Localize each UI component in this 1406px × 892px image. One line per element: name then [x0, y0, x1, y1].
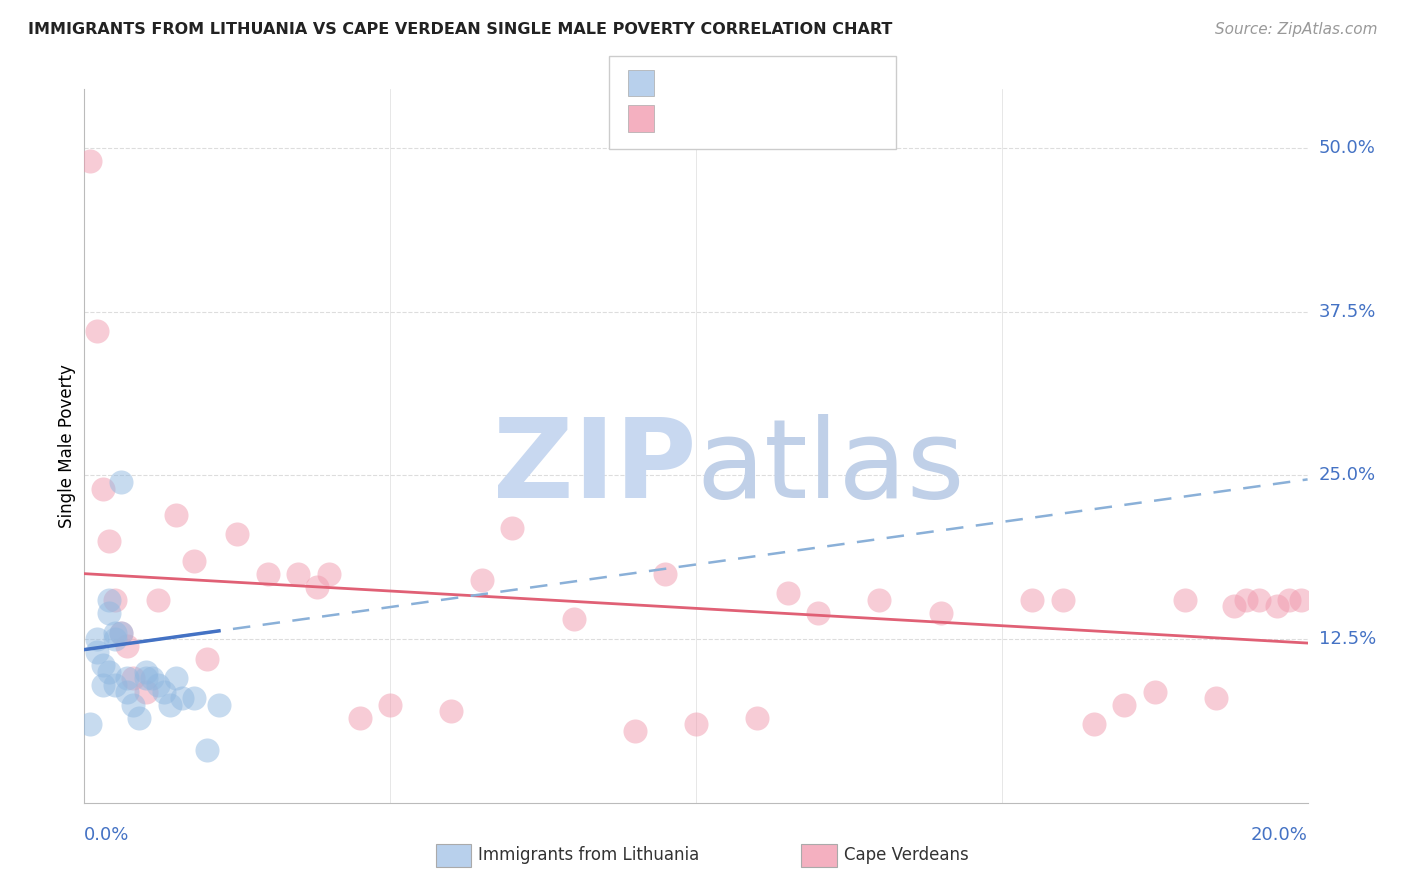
Point	[79, 717, 101, 731]
Point	[97, 592, 120, 607]
Point	[146, 678, 169, 692]
Point	[380, 698, 402, 712]
Point	[349, 711, 371, 725]
Point	[1278, 592, 1301, 607]
Point	[257, 566, 280, 581]
Text: ZIP: ZIP	[492, 414, 696, 521]
Point	[122, 672, 145, 686]
Point	[104, 625, 127, 640]
Text: R = 0.067    N = 18: R = 0.067 N = 18	[665, 74, 841, 92]
Point	[440, 704, 463, 718]
Point	[110, 475, 132, 489]
Text: Source: ZipAtlas.com: Source: ZipAtlas.com	[1215, 22, 1378, 37]
Point	[79, 154, 101, 169]
Point	[1265, 599, 1288, 614]
Point	[128, 711, 150, 725]
Point	[97, 606, 120, 620]
Y-axis label: Single Male Poverty: Single Male Poverty	[58, 364, 76, 528]
Point	[1291, 592, 1313, 607]
Point	[135, 684, 157, 698]
Point	[287, 566, 309, 581]
Point	[1114, 698, 1136, 712]
Point	[115, 684, 138, 698]
Point	[183, 553, 205, 567]
Text: 37.5%: 37.5%	[1319, 302, 1376, 321]
Text: 50.0%: 50.0%	[1319, 139, 1375, 157]
Point	[135, 665, 157, 679]
Point	[183, 691, 205, 706]
Point	[776, 586, 799, 600]
Point	[208, 698, 231, 712]
Point	[146, 592, 169, 607]
Text: Immigrants from Lithuania: Immigrants from Lithuania	[478, 847, 699, 864]
Point	[86, 632, 108, 647]
Point	[1174, 592, 1197, 607]
Point	[654, 566, 676, 581]
Point	[471, 573, 494, 587]
Point	[1247, 592, 1270, 607]
Text: 25.0%: 25.0%	[1319, 467, 1376, 484]
Point	[86, 645, 108, 659]
Point	[115, 639, 138, 653]
Text: 20.0%: 20.0%	[1251, 826, 1308, 845]
Point	[562, 612, 585, 626]
Point	[929, 606, 952, 620]
Point	[195, 743, 218, 757]
Point	[1083, 717, 1105, 731]
Point	[135, 672, 157, 686]
Point	[172, 691, 194, 706]
Point	[110, 625, 132, 640]
Point	[807, 606, 830, 620]
Point	[318, 566, 340, 581]
Point	[165, 672, 187, 686]
Point	[141, 672, 163, 686]
Point	[110, 625, 132, 640]
Point	[305, 580, 328, 594]
Point	[86, 325, 108, 339]
Point	[869, 592, 891, 607]
Point	[226, 527, 249, 541]
Point	[91, 482, 114, 496]
Point	[97, 665, 120, 679]
Point	[91, 678, 114, 692]
Text: atlas: atlas	[696, 414, 965, 521]
Point	[115, 672, 138, 686]
Point	[1205, 691, 1227, 706]
Point	[104, 592, 127, 607]
Text: 12.5%: 12.5%	[1319, 630, 1376, 648]
Point	[1052, 592, 1074, 607]
Text: 0.0%: 0.0%	[84, 826, 129, 845]
Point	[153, 684, 176, 698]
Point	[624, 723, 647, 738]
Point	[1234, 592, 1257, 607]
Point	[502, 521, 524, 535]
Point	[195, 652, 218, 666]
Point	[104, 632, 127, 647]
Point	[159, 698, 181, 712]
Point	[97, 533, 120, 548]
Text: R = -0.110    N = 45: R = -0.110 N = 45	[665, 110, 848, 128]
Point	[122, 698, 145, 712]
Point	[104, 678, 127, 692]
Point	[747, 711, 769, 725]
Text: IMMIGRANTS FROM LITHUANIA VS CAPE VERDEAN SINGLE MALE POVERTY CORRELATION CHART: IMMIGRANTS FROM LITHUANIA VS CAPE VERDEA…	[28, 22, 893, 37]
Point	[1143, 684, 1166, 698]
Point	[91, 658, 114, 673]
Point	[1223, 599, 1246, 614]
Text: Cape Verdeans: Cape Verdeans	[844, 847, 969, 864]
Point	[1021, 592, 1043, 607]
Point	[685, 717, 707, 731]
Point	[165, 508, 187, 522]
